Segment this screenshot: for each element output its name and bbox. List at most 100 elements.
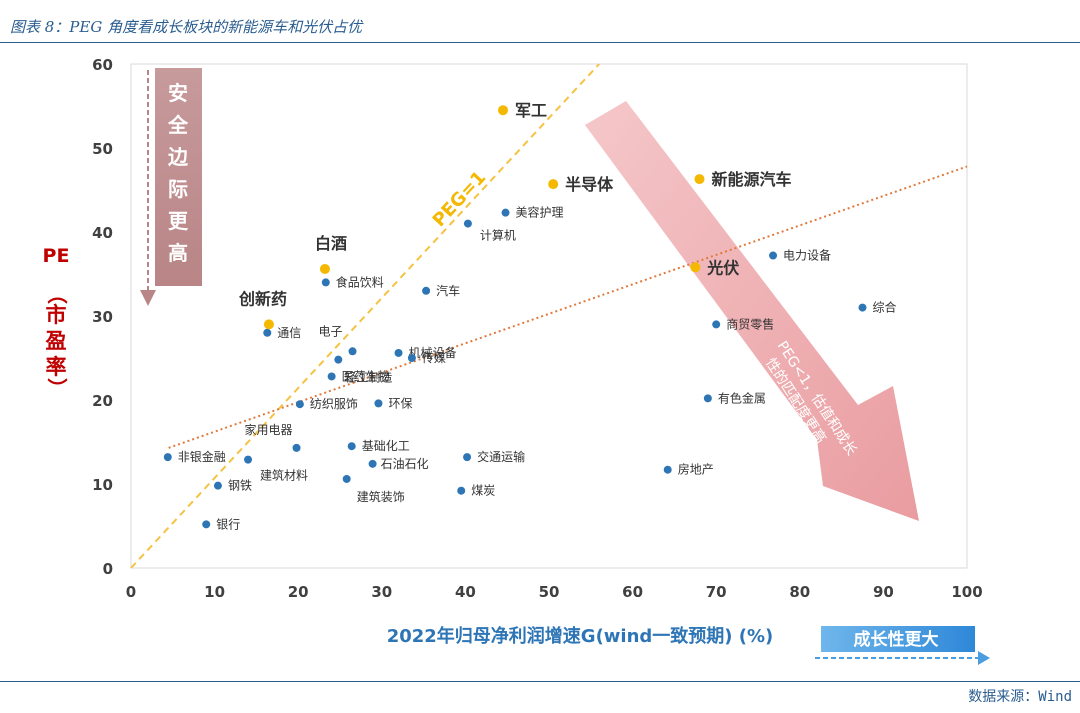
data-point [858, 303, 867, 312]
x-tick-label: 90 [873, 583, 894, 601]
data-point [394, 348, 403, 357]
data-point [327, 372, 336, 381]
valuation-arrow [585, 101, 919, 521]
safety-margin-label: 安全边际更高 [167, 81, 189, 265]
data-point [163, 453, 172, 462]
data-point [368, 459, 377, 468]
data-point [202, 520, 211, 529]
highlight-point [690, 262, 701, 273]
data-point [501, 208, 510, 217]
highlight-point [498, 105, 509, 116]
data-point [457, 486, 466, 495]
data-point-label: 银行 [216, 517, 240, 531]
footer-rule [0, 681, 1080, 682]
y-title-pe: PE [43, 245, 70, 267]
plot-frame [130, 63, 968, 569]
data-point-label: 美容护理 [516, 205, 564, 220]
data-point-label: 建筑装饰 [357, 489, 405, 504]
y-tick-label: 30 [92, 308, 113, 326]
data-point [292, 443, 301, 452]
page-title: 图表 8：PEG 角度看成长板块的新能源车和光伏占优 [10, 18, 363, 36]
data-point-label: 机械设备 [409, 345, 457, 360]
data-point [374, 399, 383, 408]
x-axis-title: 2022年归母净利润增速G(wind一致预期) (%) [387, 625, 774, 647]
growth-callout: 成长性更大 [815, 626, 990, 665]
peg-line-label: PEG=1 [429, 167, 491, 231]
highlight-point-label: 白酒 [315, 234, 347, 253]
x-tick-label: 50 [539, 583, 560, 601]
data-point [244, 455, 253, 464]
data-point [769, 251, 778, 260]
x-tick-label: 80 [789, 583, 810, 601]
data-point [463, 219, 472, 228]
highlight-point-label: 军工 [515, 101, 547, 120]
safety-margin-callout: 安全边际更高 [140, 68, 202, 306]
data-point [663, 465, 672, 474]
x-tick-label: 30 [371, 583, 392, 601]
y-title-paren-open: （ [45, 284, 69, 304]
data-point-label: 汽车 [436, 283, 460, 298]
data-point-label: 钢铁 [228, 479, 252, 493]
y-axis-title: PE （ 市盈率 ） [43, 245, 70, 398]
data-point-label: 综合 [873, 300, 897, 315]
y-title-cn: 市盈率 [45, 303, 67, 379]
data-point-label: 环保 [388, 396, 412, 410]
data-point-label: 电力设备 [783, 249, 831, 263]
y-tick-label: 60 [92, 56, 113, 74]
data-point [342, 474, 351, 483]
x-tick-label: 10 [204, 583, 225, 601]
data-point-label: 通信 [277, 326, 301, 340]
data-point-label: 计算机 [480, 228, 516, 243]
data-point-label: 电子 [319, 324, 343, 338]
header-rule [0, 42, 1080, 43]
data-point-label: 煤炭 [471, 484, 495, 498]
x-tick-label: 20 [288, 583, 309, 601]
y-tick-label: 20 [92, 392, 113, 410]
x-tick-label: 40 [455, 583, 476, 601]
data-point-label: 建筑材料 [260, 468, 308, 483]
data-point-label: 家用电器 [245, 422, 293, 437]
y-tick-label: 10 [92, 476, 113, 494]
highlight-point-label: 光伏 [706, 258, 739, 277]
data-point [213, 481, 222, 490]
highlight-point [263, 319, 274, 330]
data-point [348, 347, 357, 356]
highlight-point [548, 179, 559, 190]
data-point-label: 纺织服饰 [310, 397, 358, 411]
y-tick-label: 40 [92, 224, 113, 242]
data-point [334, 355, 343, 364]
x-tick-label: 60 [622, 583, 643, 601]
x-tick-label: 100 [951, 583, 982, 601]
y-title-paren-close: ） [45, 378, 69, 398]
data-point-label: 石油石化 [381, 457, 429, 471]
data-point [703, 394, 712, 403]
safety-margin-box [155, 68, 202, 286]
source-note: 数据来源：Wind [968, 689, 1072, 705]
data-point-label: 食品饮料 [336, 274, 384, 289]
highlight-point-label: 创新药 [238, 289, 287, 308]
highlight-point [319, 263, 330, 274]
data-point-label: 传媒 [422, 350, 446, 365]
highlight-point [694, 174, 705, 185]
data-point-label: 房地产 [678, 462, 714, 477]
peg-1-line [130, 63, 600, 569]
data-point [407, 354, 416, 362]
y-tick-label: 50 [92, 140, 113, 158]
data-point-label: 交通运输 [477, 449, 525, 464]
data-point-label: 轻工制造 [344, 371, 392, 385]
data-point [422, 286, 431, 295]
x-tick-label: 0 [126, 583, 136, 601]
data-point [712, 320, 721, 329]
growth-label-box [821, 626, 975, 652]
growth-label: 成长性更大 [854, 629, 939, 650]
highlight-point-label: 半导体 [565, 175, 614, 194]
highlight-point-label: 新能源汽车 [711, 170, 791, 189]
data-point-label: 商贸零售 [726, 316, 774, 331]
data-point-label: 有色金属 [718, 390, 766, 405]
data-point-label: 非银金融 [178, 449, 226, 464]
y-tick-label: 0 [103, 560, 113, 578]
data-point [295, 400, 304, 409]
x-tick-label: 70 [706, 583, 727, 601]
data-point [463, 453, 472, 462]
